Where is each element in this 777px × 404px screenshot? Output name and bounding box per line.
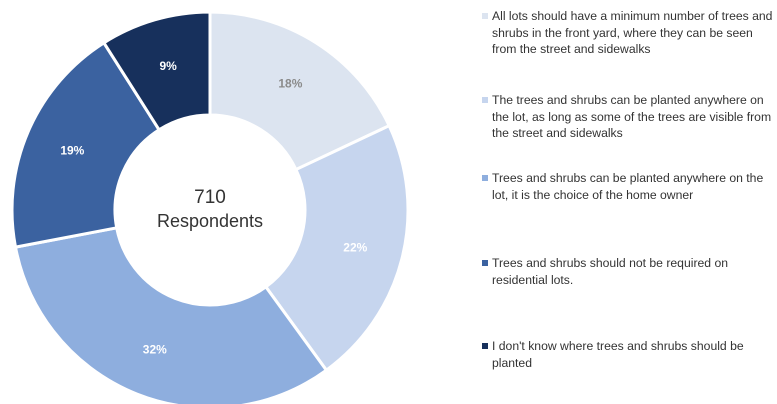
slice-percent-label-3: 32%: [143, 342, 167, 356]
legend-label: Trees and shrubs can be planted anywhere…: [492, 171, 764, 202]
legend-item-owner-choice: Trees and shrubs can be planted anywhere…: [482, 170, 774, 203]
legend-item-dont-know: I don't know where trees and shrubs shou…: [482, 338, 774, 371]
legend-swatch: [482, 260, 488, 266]
legend-swatch: [482, 343, 488, 349]
legend-item-anywhere-some-visible: The trees and shrubs can be planted anyw…: [482, 92, 774, 142]
legend-swatch: [482, 97, 488, 103]
legend-swatch: [482, 13, 488, 19]
legend-item-front-yard-minimum: All lots should have a minimum number of…: [482, 8, 774, 58]
donut-center-hole: [115, 115, 305, 305]
center-respondents-label: Respondents: [157, 211, 263, 231]
legend-label: All lots should have a minimum number of…: [492, 9, 773, 57]
center-respondent-count: 710: [194, 187, 226, 208]
legend-label: Trees and shrubs should not be required …: [492, 256, 729, 287]
legend-label: I don't know where trees and shrubs shou…: [492, 339, 744, 370]
chart-legend: All lots should have a minimum number of…: [482, 0, 774, 404]
legend-label: The trees and shrubs can be planted anyw…: [492, 93, 772, 141]
slice-percent-label-5: 9%: [159, 59, 177, 73]
slice-percent-label-1: 18%: [278, 76, 302, 90]
donut-chart-svg: 18% 22% 32% 19% 9% 710 Respondents: [10, 10, 410, 404]
slice-percent-label-4: 19%: [60, 143, 84, 157]
legend-item-not-required: Trees and shrubs should not be required …: [482, 255, 774, 288]
slice-percent-label-2: 22%: [343, 240, 367, 254]
legend-swatch: [482, 175, 488, 181]
